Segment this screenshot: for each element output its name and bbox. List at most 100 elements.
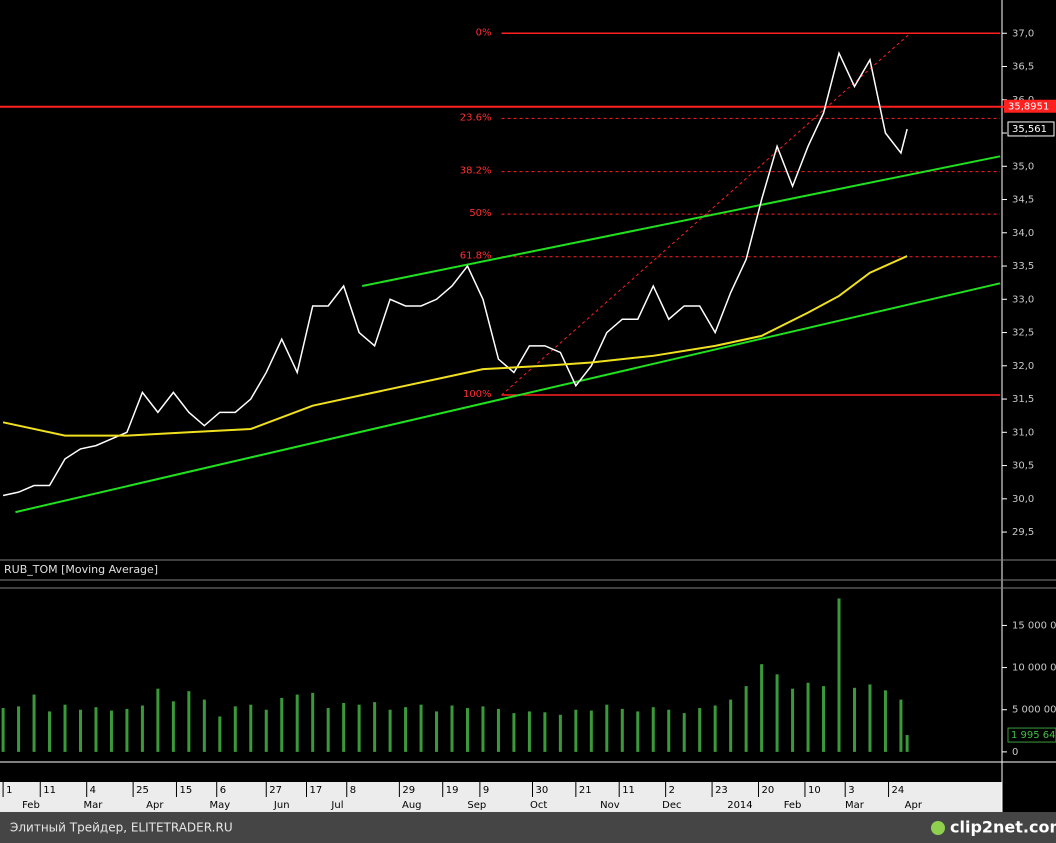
volume-bar xyxy=(404,707,408,752)
volume-bar xyxy=(419,704,423,752)
price-line xyxy=(2,50,908,497)
x-tick-label: 3 xyxy=(848,785,854,796)
month-label: Sep xyxy=(467,800,486,811)
x-tick-label: 8 xyxy=(350,785,356,796)
logo-text: clip2net.com xyxy=(950,818,1056,837)
last-volume-tag xyxy=(1007,727,1056,743)
x-tick-label: 2 xyxy=(669,785,675,796)
volume-bar xyxy=(822,686,826,752)
x-tick-label: 11 xyxy=(43,785,56,796)
month-label: Oct xyxy=(530,800,547,811)
volume-bar xyxy=(48,711,52,752)
y-tick-label: 34,5 xyxy=(1012,195,1034,206)
level-tag xyxy=(1004,99,1056,113)
volume-bar xyxy=(78,709,82,752)
x-axis-strip xyxy=(0,782,1002,812)
volume-bar xyxy=(512,713,516,752)
volume-bar xyxy=(883,690,887,752)
logo-icon xyxy=(931,821,945,835)
fib-label: 61.8% xyxy=(460,251,492,262)
volume-bar xyxy=(775,674,779,752)
x-tick-label: 23 xyxy=(715,785,728,796)
x-tick-label: 1 xyxy=(6,785,12,796)
footer-text: Элитный Трейдер, ELITETRADER.RU xyxy=(10,821,233,835)
volume-bar xyxy=(17,706,21,752)
volume-bar xyxy=(868,684,872,752)
volume-bar xyxy=(852,687,856,752)
volume-bar xyxy=(905,735,909,752)
y-tick-label: 33,5 xyxy=(1012,261,1034,272)
volume-bar xyxy=(543,712,547,752)
volume-bar xyxy=(388,709,392,752)
volume-bar xyxy=(264,709,268,752)
fib-range xyxy=(501,32,911,396)
volume-bar xyxy=(760,664,764,752)
x-tick-label: 29 xyxy=(402,785,415,796)
y-tick-label: 33,0 xyxy=(1012,294,1034,305)
panel-label: RUB_TOM [Moving Average] xyxy=(4,563,158,576)
volume-bar xyxy=(465,708,469,752)
volume-bar xyxy=(651,707,655,752)
last-volume-label: 1 995 640 xyxy=(1011,730,1056,741)
month-label: Apr xyxy=(146,800,164,811)
volume-bar xyxy=(729,699,733,752)
month-label: Apr xyxy=(905,800,923,811)
volume-bar xyxy=(233,706,237,752)
last-price-tag xyxy=(1007,121,1055,137)
volume-bar xyxy=(140,705,144,752)
x-tick-label: 15 xyxy=(179,785,192,796)
x-tick-label: 27 xyxy=(269,785,282,796)
volume-bar xyxy=(249,704,253,752)
volume-bar xyxy=(527,711,531,752)
month-label: Jul xyxy=(330,800,343,811)
y-tick-label: 29,5 xyxy=(1012,527,1034,538)
y-tick-label: 31,5 xyxy=(1012,394,1034,405)
logo: clip2net.com xyxy=(931,818,1056,837)
y-tick-label: 34,0 xyxy=(1012,228,1034,239)
x-tick-label: 20 xyxy=(762,785,775,796)
y-tick-label: 36,5 xyxy=(1012,62,1034,73)
last-price-label: 35,561 xyxy=(1012,124,1047,135)
volume-bar xyxy=(589,710,593,752)
month-label: Nov xyxy=(600,800,620,811)
volume-bar xyxy=(94,707,98,752)
y-tick-label: 37,0 xyxy=(1012,28,1034,39)
fib-label: 100% xyxy=(463,389,492,400)
y-tick-label: 35,0 xyxy=(1012,161,1034,172)
x-tick-label: 6 xyxy=(220,785,226,796)
x-tick-label: 4 xyxy=(90,785,96,796)
month-label: May xyxy=(209,800,230,811)
volume-bar xyxy=(342,702,346,752)
volume-bar xyxy=(667,709,671,752)
trend-line xyxy=(362,155,1001,287)
month-label: Feb xyxy=(784,800,802,811)
volume-bar xyxy=(837,598,841,752)
volume-bar xyxy=(791,688,795,752)
volume-bar xyxy=(496,708,500,752)
fib-label: 38.2% xyxy=(460,166,492,177)
volume-bar xyxy=(682,713,686,752)
x-tick-label: 21 xyxy=(579,785,592,796)
y-tick-label: 15 000 000 xyxy=(1012,620,1056,631)
x-tick-label: 30 xyxy=(536,785,549,796)
volume-bar xyxy=(450,705,454,752)
volume-bar xyxy=(481,706,485,752)
volume-bar xyxy=(605,704,609,752)
volume-bar xyxy=(357,704,361,752)
month-label: Aug xyxy=(402,800,422,811)
volume-bar xyxy=(311,692,315,752)
volume-bar xyxy=(435,711,439,752)
volume-bar xyxy=(326,708,330,752)
volume-bar xyxy=(574,709,578,752)
volume-bar xyxy=(620,708,624,752)
volume-bar xyxy=(125,708,129,752)
moving-average xyxy=(2,255,908,437)
volume-bar xyxy=(109,710,113,752)
y-tick-label: 10 000 000 xyxy=(1012,663,1056,674)
month-label: Feb xyxy=(22,800,40,811)
volume-bar xyxy=(698,708,702,752)
x-tick-label: 9 xyxy=(483,785,489,796)
